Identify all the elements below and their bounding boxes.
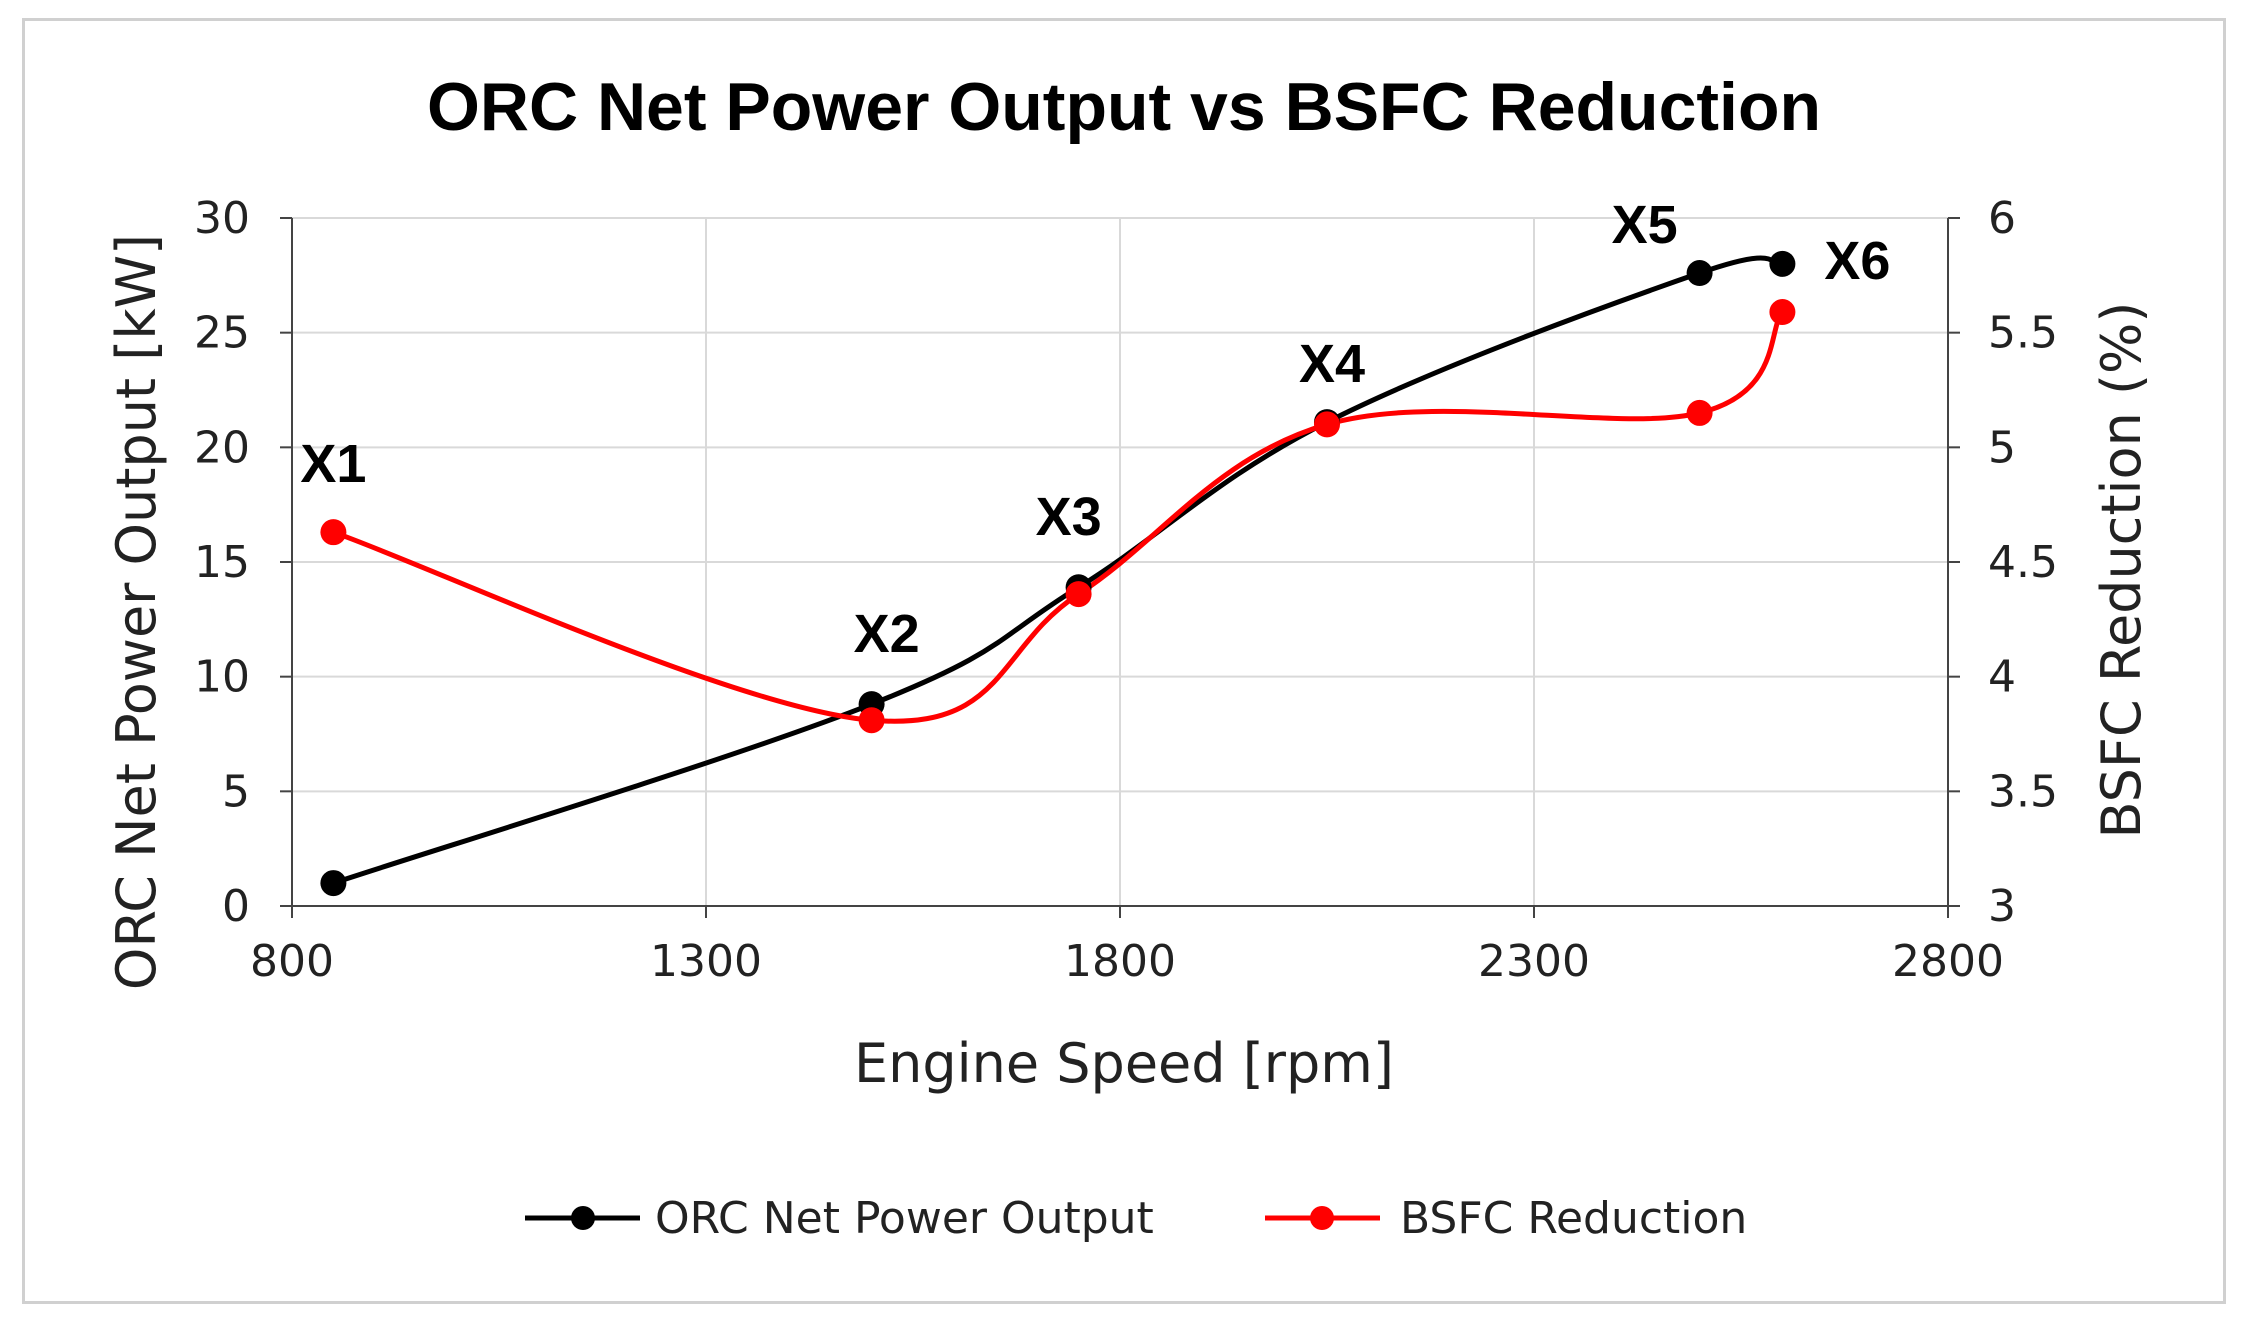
y-tick-label: 10	[194, 652, 250, 703]
x-tick-label: 1300	[650, 936, 762, 987]
y2-tick-label: 5.5	[1988, 308, 2058, 359]
series-markers	[320, 250, 1796, 897]
legend-label-power: ORC Net Power Output	[655, 1193, 1154, 1244]
legend-marker-bsfc	[1310, 1206, 1334, 1230]
y-axis-label: ORC Net Power Output [kW]	[105, 234, 168, 990]
y-tick-label: 0	[222, 881, 250, 932]
y2-tick-label: 4	[1988, 652, 2016, 703]
point-label: X5	[1612, 195, 1678, 255]
data-point-bsfc	[1314, 411, 1340, 438]
legend-marker-power	[571, 1206, 595, 1230]
chart-title: ORC Net Power Output vs BSFC Reduction	[427, 69, 1821, 145]
x-tick-label: 2300	[1478, 936, 1590, 987]
y-tick-label: 25	[194, 308, 250, 359]
chart-frame	[22, 18, 2226, 1304]
series-lines	[332, 255, 1785, 886]
legend-label-bsfc: BSFC Reduction	[1400, 1193, 1747, 1244]
data-point-bsfc	[320, 519, 347, 546]
point-label: X1	[300, 434, 366, 494]
point-label: X2	[854, 604, 920, 664]
x-tick-label: 1800	[1064, 936, 1176, 987]
point-label: X6	[1824, 231, 1890, 291]
y2-tick-label: 3.5	[1988, 766, 2058, 817]
y-tick-label: 30	[194, 193, 250, 244]
x-axis-label: Engine Speed [rpm]	[854, 1032, 1394, 1095]
x-tick-label: 800	[250, 936, 334, 987]
y2-tick-label: 5	[1988, 422, 2016, 473]
y-tick-label: 20	[194, 422, 250, 473]
axes: 0 5 10 15 20 25 30 3 3.5 4 4.5 5 5.5 6 800 1300 1800 2300…	[194, 193, 2058, 987]
data-point-bsfc	[858, 707, 885, 734]
y-tick-label: 15	[194, 537, 250, 588]
data-point-bsfc	[1065, 581, 1092, 608]
y-tick-label: 5	[222, 766, 250, 817]
y2-axis-label: BSFC Reduction (%)	[2090, 302, 2153, 839]
point-labels: X1 X2 X3 X4 X5 X6	[300, 195, 1890, 664]
point-label: X3	[1036, 487, 1102, 547]
series-line-power	[332, 255, 1783, 886]
data-point-bsfc	[1686, 399, 1713, 426]
x-tick-label: 2800	[1892, 936, 2004, 987]
data-point-power	[1686, 260, 1713, 287]
point-label: X4	[1299, 334, 1365, 394]
data-point-bsfc	[1769, 299, 1796, 326]
y2-tick-label: 4.5	[1988, 537, 2058, 588]
y2-tick-label: 6	[1988, 193, 2016, 244]
data-point-power	[320, 870, 347, 897]
y2-tick-label: 3	[1988, 881, 2016, 932]
legend: ORC Net Power Output BSFC Reduction	[525, 1193, 1747, 1244]
data-point-power	[1769, 250, 1796, 277]
